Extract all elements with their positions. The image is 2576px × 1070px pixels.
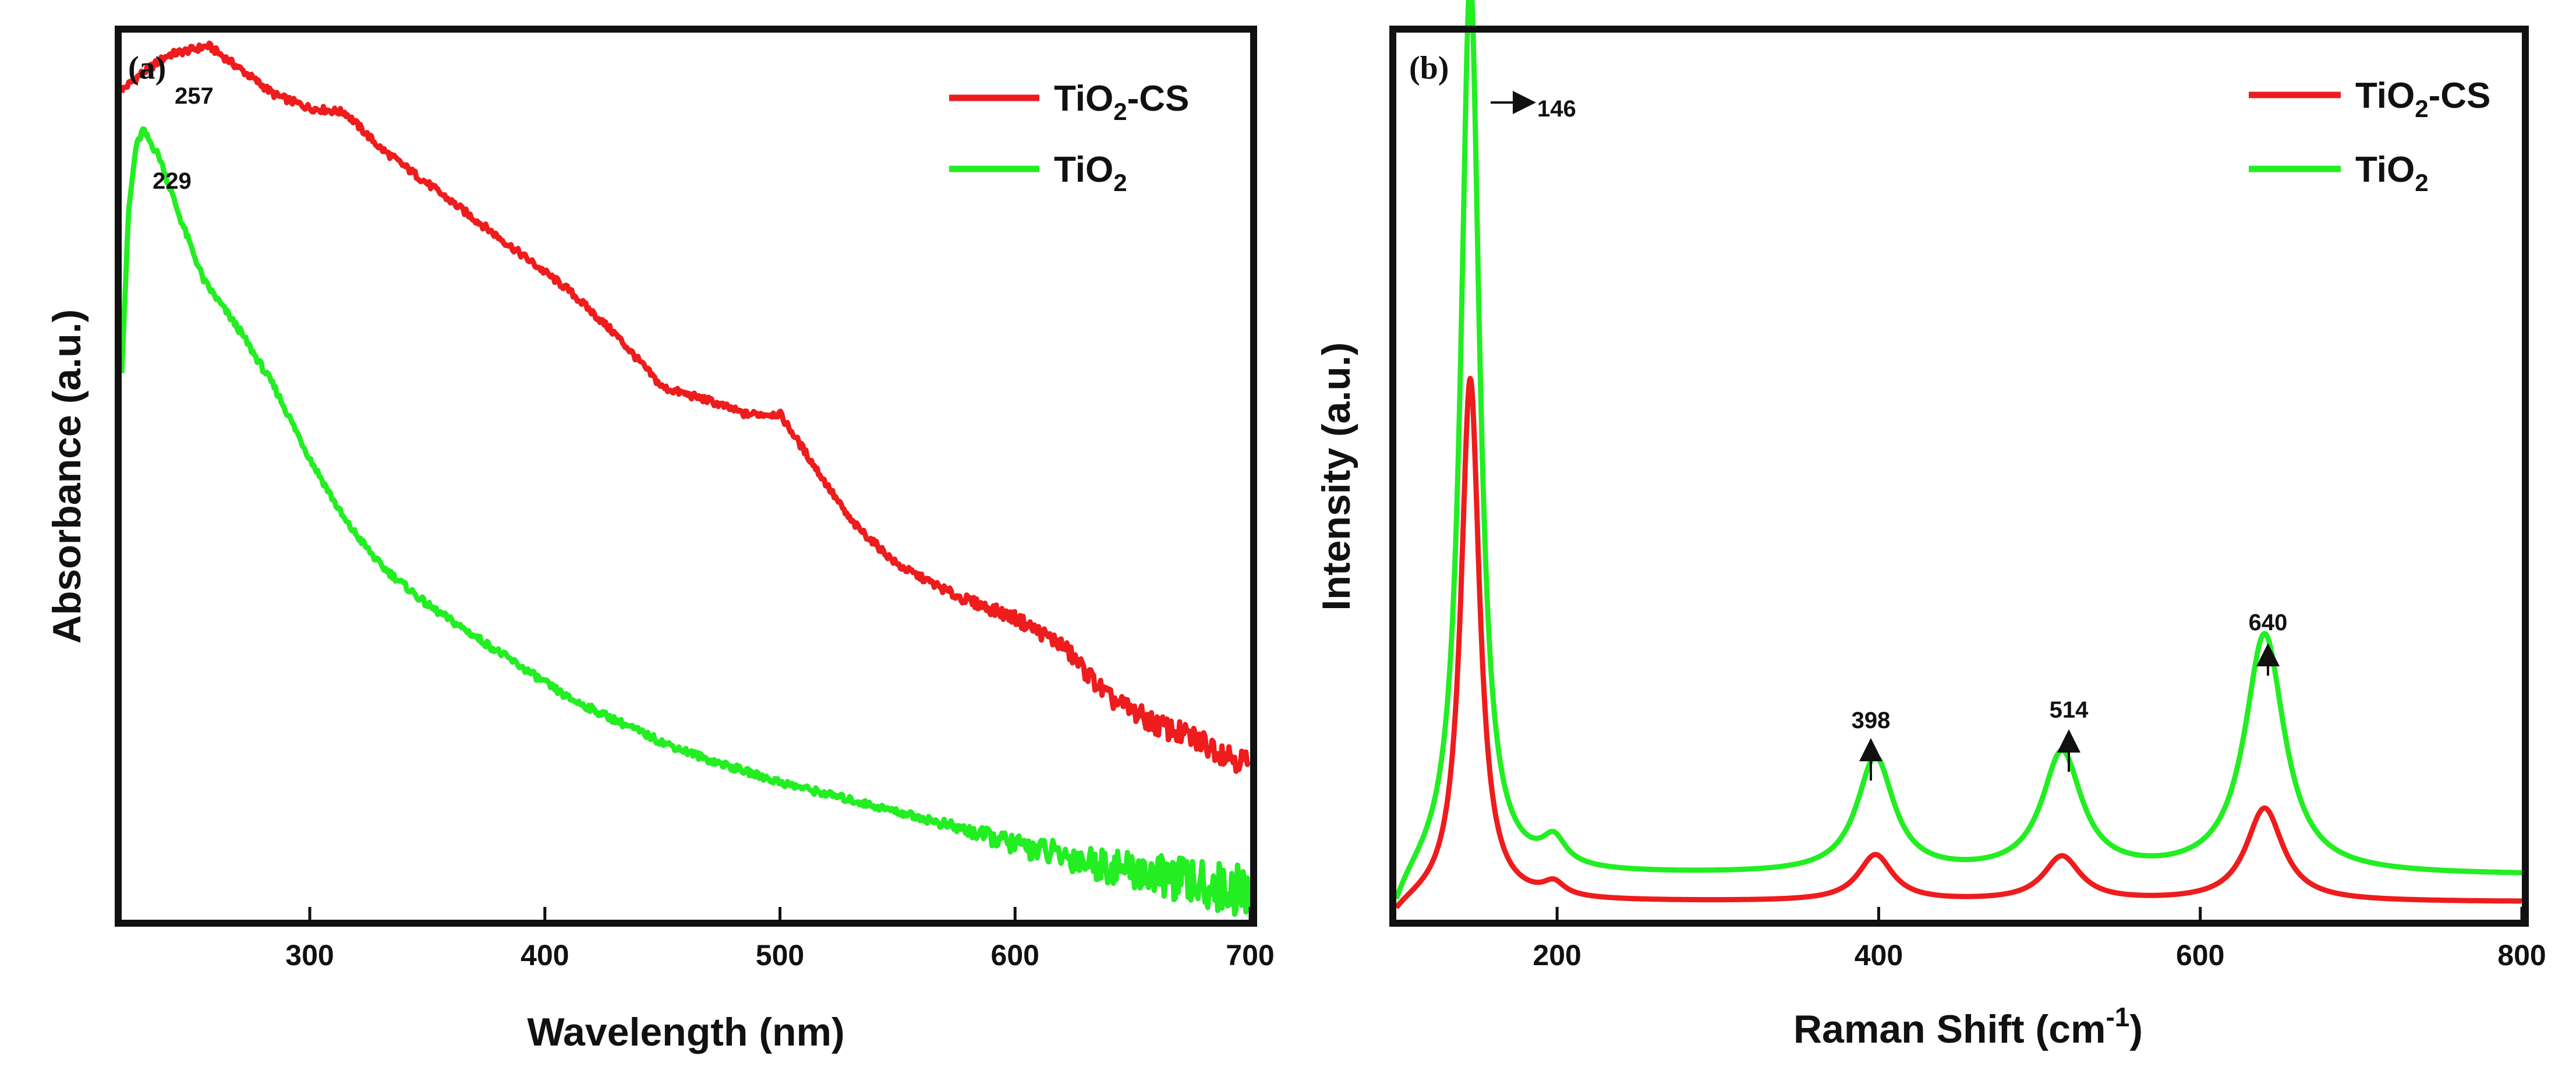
panel-b-series-tio2-cs-line <box>1394 376 2524 910</box>
panel-a-series <box>119 40 1252 917</box>
legend-label-tio2: TiO2 <box>1054 150 1127 196</box>
panel-a-x-tick-label: 700 <box>1226 939 1274 972</box>
annotation-640: 640 <box>2249 610 2288 635</box>
panel-b-x-axis-title: Raman Shift (cm-1) <box>1793 1002 2143 1051</box>
panel-b-label: (b) <box>1409 50 1449 86</box>
legend-label-tio2-cs-b: TiO2-CS <box>2355 76 2490 122</box>
panel-b-x-tick-label: 200 <box>1533 939 1581 972</box>
panel-b: 200 400 600 800 (b) 146 398 514 640 TiO2-CS… <box>1314 0 2546 1051</box>
panel-a-x-ticks: 300 400 500 600 700 <box>285 907 1275 972</box>
panel-a: 300 400 500 600 700 (a) 257 229 TiO2-CS TiO2… <box>45 26 1275 1054</box>
panel-a-x-tick-label: 400 <box>521 939 569 972</box>
panel-a-series-tio2-cs-line <box>119 40 1251 774</box>
panel-a-x-axis-title: Wavelength (nm) <box>527 1010 844 1054</box>
panel-b-x-tick-label: 800 <box>2497 939 2546 972</box>
panel-b-y-axis-title: Intensity (a.u.) <box>1314 342 1358 611</box>
panel-a-label: (a) <box>128 50 166 86</box>
annotation-398: 398 <box>1852 708 1891 733</box>
panel-a-y-axis-title: Absorbance (a.u.) <box>45 309 89 644</box>
panel-b-x-ticks: 200 400 600 800 <box>1533 907 2546 972</box>
panel-b-legend: TiO2-CS TiO2 <box>2249 76 2490 196</box>
panel-a-legend: TiO2-CS TiO2 <box>949 79 1189 196</box>
panel-b-x-tick-label: 400 <box>1855 939 1903 972</box>
annotation-257: 257 <box>175 83 214 109</box>
legend-label-tio2-cs: TiO2-CS <box>1054 79 1189 125</box>
panel-a-series-tio2-line <box>119 126 1252 917</box>
panel-b-series <box>1393 0 2524 910</box>
panel-a-x-tick-label: 300 <box>285 939 334 972</box>
panel-a-x-tick-label: 500 <box>756 939 804 972</box>
panel-b-x-tick-label: 600 <box>2176 939 2224 972</box>
annotation-146: 146 <box>1537 96 1576 122</box>
annotation-229: 229 <box>153 168 192 194</box>
legend-label-tio2-b: TiO2 <box>2355 150 2429 196</box>
panel-b-series-tio2-line <box>1393 0 2524 900</box>
annotation-514: 514 <box>2050 697 2089 723</box>
panel-a-frame <box>115 26 1257 927</box>
panel-a-x-tick-label: 600 <box>991 939 1039 972</box>
panel-b-frame <box>1389 26 2529 927</box>
